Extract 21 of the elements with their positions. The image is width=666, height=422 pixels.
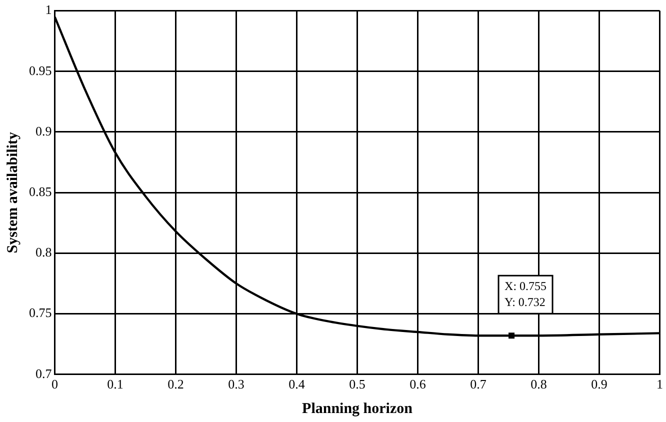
x-tick-label: 0.5 [349,376,366,392]
x-tick-label: 0.7 [470,376,487,392]
y-tick-label: 0.75 [29,305,52,320]
x-tick-label: 0.2 [168,376,184,392]
y-tick-label: 0.7 [36,366,52,381]
y-tick-label: 0.85 [29,184,52,200]
y-tick-label: 0.9 [36,123,52,138]
x-tick-label: 0.1 [107,376,124,392]
x-tick-label: 0.3 [228,376,244,392]
x-axis-title: Planning horizon [302,400,414,417]
y-tick-label: 0.95 [29,62,52,78]
x-tick-label: 0.4 [288,376,306,392]
y-axis-title: System availability [4,131,21,254]
x-tick-label: 0 [52,376,58,392]
annotation: X: 0.755 Y: 0.732 [504,278,547,309]
x-tick-label: 0.6 [410,376,426,392]
x-tick-label: 1 [656,376,663,392]
x-tick-label: 0.8 [530,376,547,392]
y-tick-label: 0.8 [36,244,52,260]
y-tick-label: 1 [45,2,52,18]
x-tick-label: 0.9 [591,376,608,392]
